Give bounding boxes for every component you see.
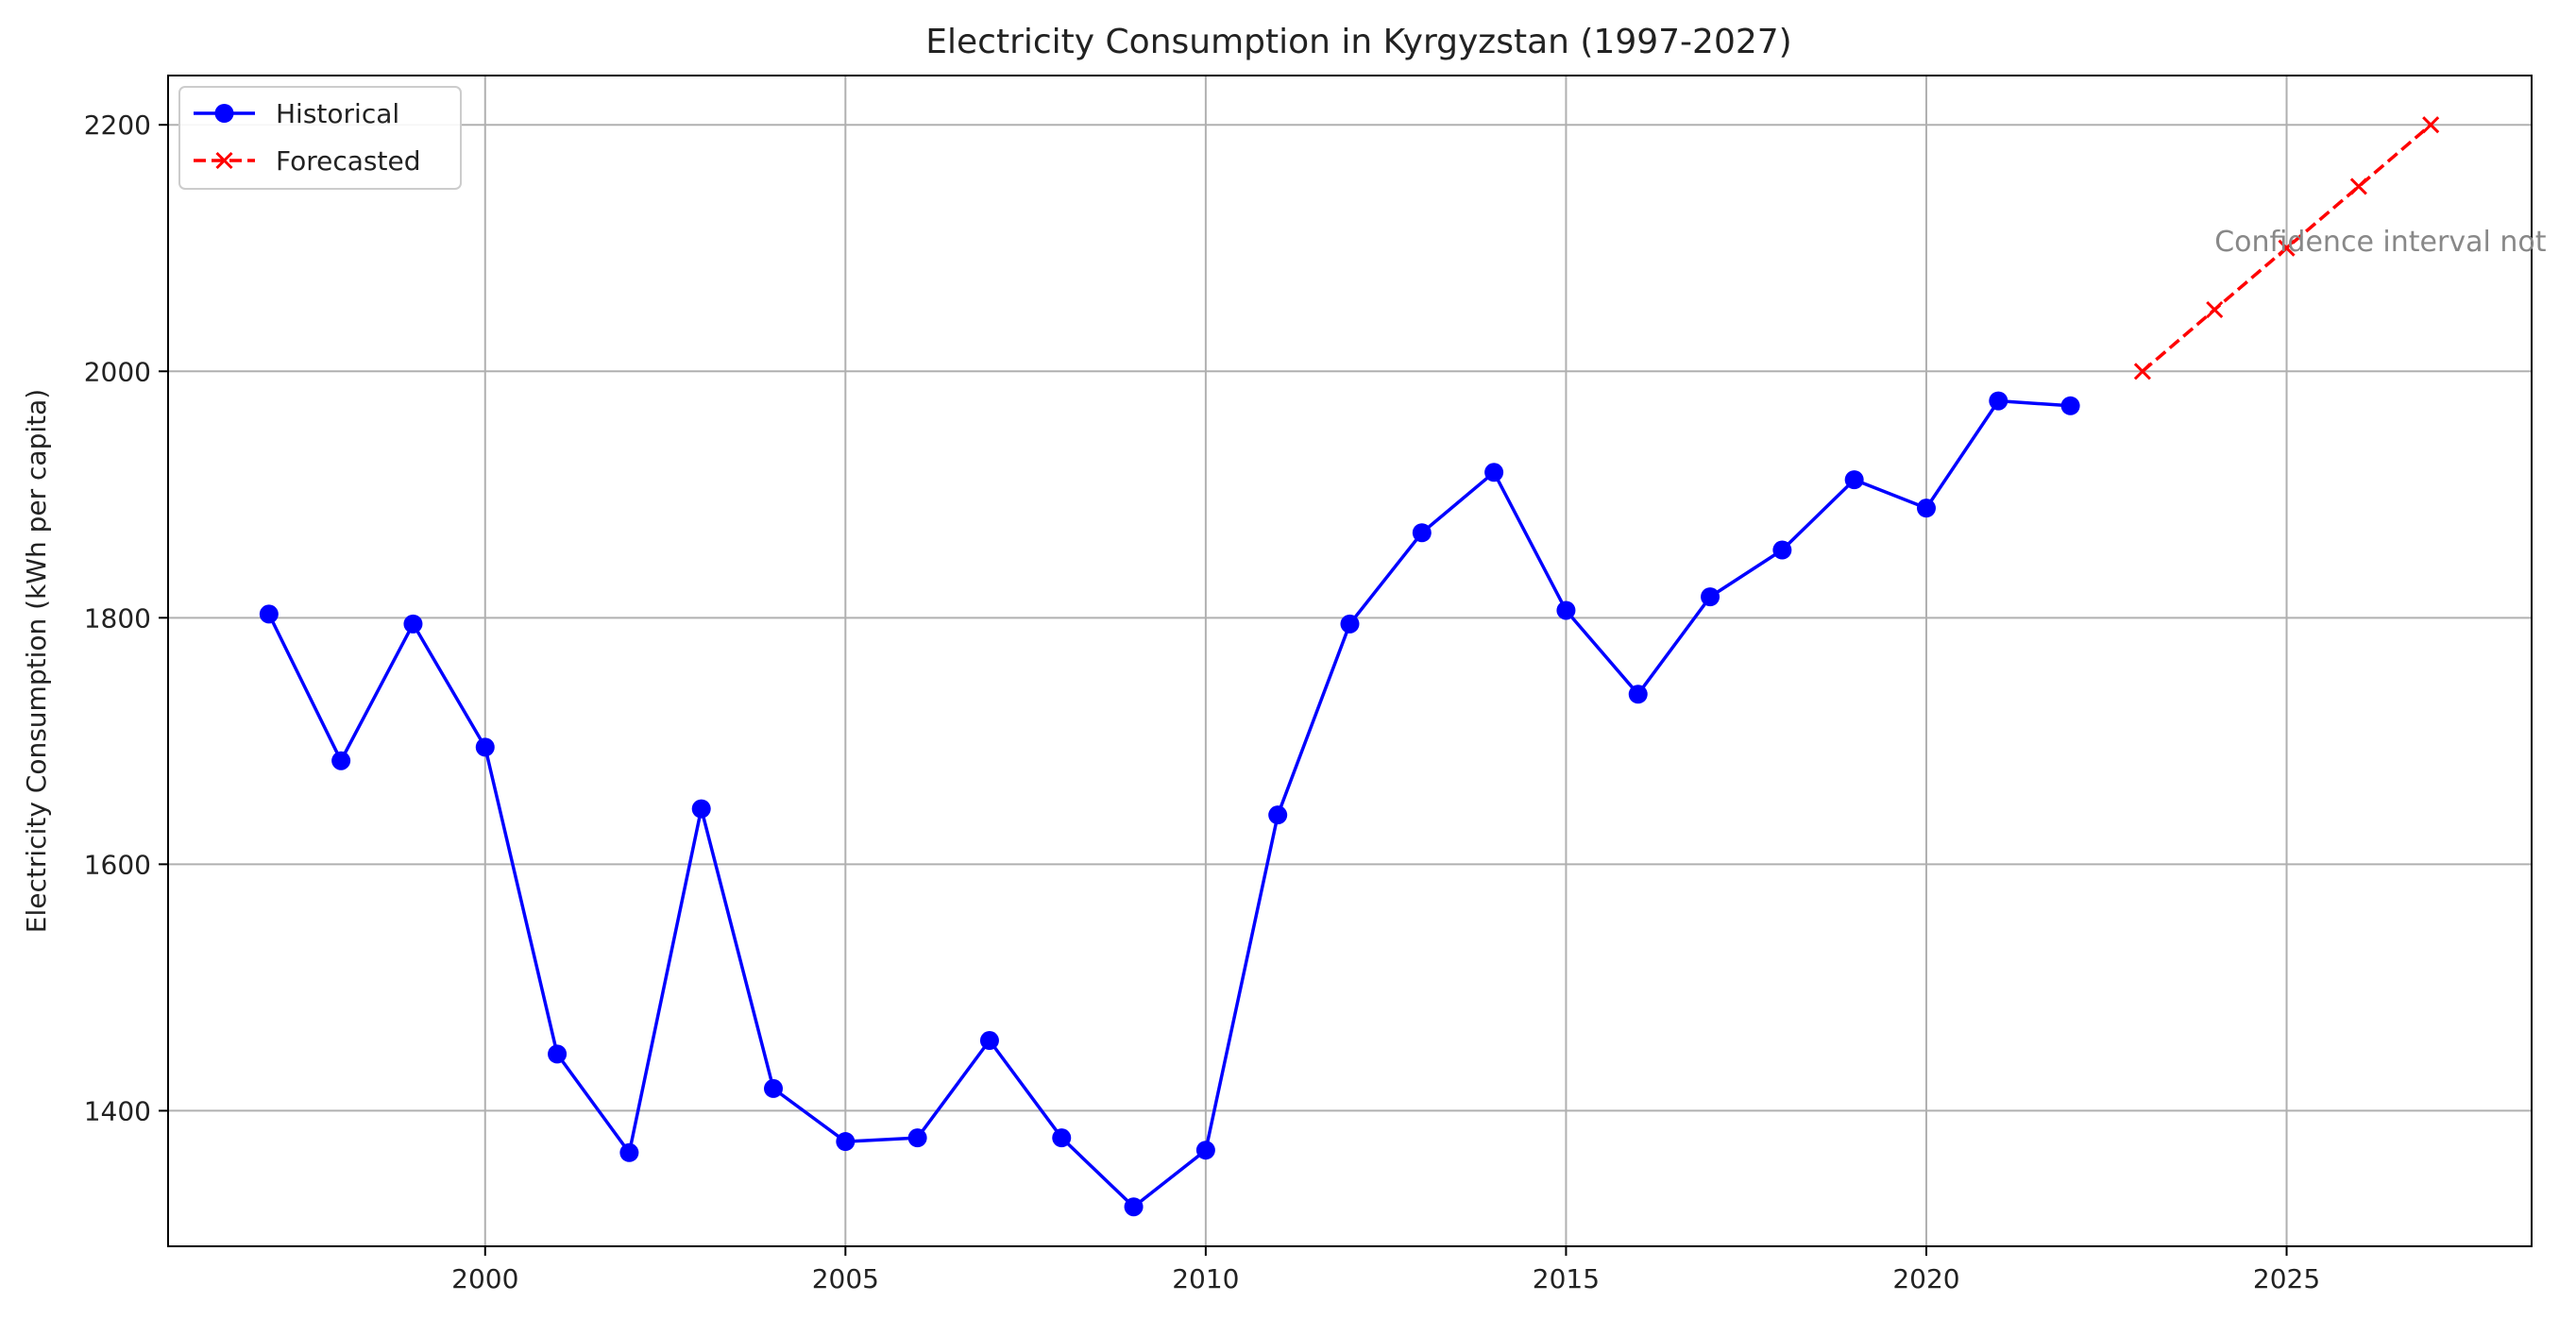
data-point	[2422, 116, 2440, 134]
data-point	[764, 1078, 784, 1098]
data-point	[2278, 239, 2296, 257]
y-tick-label: 1400	[84, 1095, 151, 1126]
data-point	[1772, 540, 1792, 560]
data-point	[836, 1132, 856, 1152]
annotation-text: Confidence interval not	[2214, 226, 2546, 259]
data-point	[331, 751, 351, 770]
legend-forecasted-marker	[215, 151, 233, 170]
y-axis-label: Electricity Consumption (kWh per capita)	[21, 389, 52, 933]
annotations: Confidence interval not	[2214, 226, 2546, 259]
legend-forecasted-label: Forecasted	[276, 145, 420, 177]
x-tick-label: 2020	[1892, 1263, 1959, 1294]
series-line-0	[267, 398, 2071, 1209]
y-tick-label: 1800	[84, 602, 151, 634]
plot-area	[168, 76, 2532, 1246]
y-tick-label: 2200	[84, 110, 151, 141]
data-point	[1124, 1197, 1144, 1217]
data-point	[548, 1044, 568, 1064]
data-point	[2133, 363, 2151, 380]
x-tick-label: 2025	[2253, 1263, 2320, 1294]
data-point	[2349, 178, 2367, 195]
data-point	[979, 1031, 999, 1051]
x-tick-label: 2005	[812, 1263, 879, 1294]
chart-title: Electricity Consumption in Kyrgyzstan (1…	[925, 23, 1791, 61]
plot-frame	[167, 75, 2533, 1247]
data-point	[1844, 470, 1864, 490]
legend: Historical Forecasted	[178, 86, 462, 190]
data-point	[1340, 614, 1360, 634]
x-tick-label: 2000	[451, 1263, 518, 1294]
data-point	[2206, 300, 2224, 319]
data-point	[691, 799, 711, 819]
series-layer	[259, 116, 2440, 1217]
x-tick-label: 2015	[1533, 1263, 1600, 1294]
data-point	[475, 737, 495, 757]
data-point	[907, 1128, 927, 1148]
data-point	[1701, 587, 1720, 607]
data-point	[1628, 685, 1648, 704]
x-tick-label: 2010	[1172, 1263, 1239, 1294]
legend-historical-label: Historical	[276, 98, 399, 129]
data-point	[1268, 805, 1288, 825]
data-point	[259, 604, 279, 624]
data-point	[1412, 523, 1432, 543]
data-point	[403, 614, 423, 634]
y-tick-label: 2000	[84, 356, 151, 387]
ticks: 2000 2005 2010 2015 2020 2025 1400 1600 1800 2000…	[84, 110, 2320, 1294]
data-point	[1195, 1141, 1215, 1160]
data-point	[1556, 600, 1576, 620]
data-point	[1916, 499, 1936, 518]
legend-historical-marker	[214, 104, 234, 123]
data-point	[2060, 396, 2080, 415]
data-point	[619, 1142, 639, 1162]
data-point	[1052, 1128, 1072, 1148]
data-point	[1989, 391, 2008, 411]
y-tick-label: 1600	[84, 849, 151, 880]
data-point	[1484, 463, 1504, 482]
